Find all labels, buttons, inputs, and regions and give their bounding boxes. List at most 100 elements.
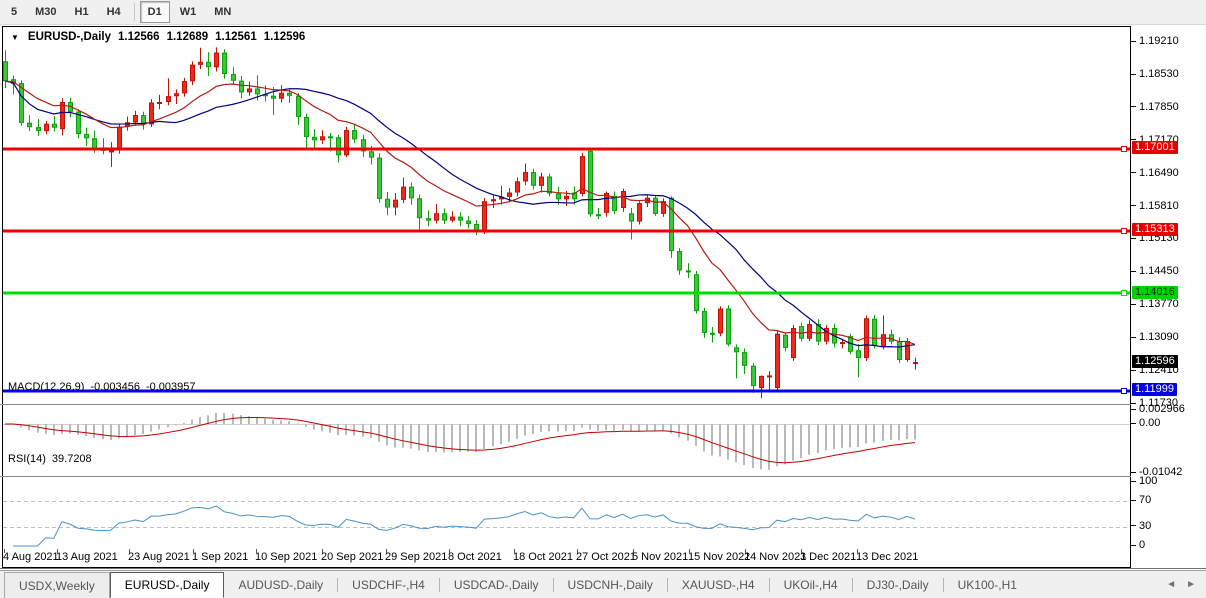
ohlc-close: 1.12596 <box>263 31 306 43</box>
chart-tab-usdchf--h4[interactable]: USDCHF-,H4 <box>352 577 425 592</box>
chart-menu-icon[interactable]: ▼ <box>11 32 19 42</box>
axis-tick-mark <box>1131 402 1136 404</box>
macd-tick-0.002966: 0.002966 <box>1131 403 1206 415</box>
rsi-pane-separator[interactable] <box>0 476 1206 477</box>
chart-tab-bar: USDX,Weekly EURUSD-,Daily AUDUSD-,Daily USD… <box>0 570 1206 598</box>
price-tag-1.15313: 1.15313 <box>1132 223 1178 237</box>
ohlc-high: 1.12689 <box>166 31 209 43</box>
axis-tick-mark <box>1131 303 1136 305</box>
tab-separator <box>851 577 853 592</box>
axis-tick-mark <box>1131 40 1136 42</box>
macd-indicator-label: MACD(12,26,9) -0.003456 -0.003957 <box>8 381 196 393</box>
tabs-scroll-right-icon[interactable]: ► <box>1186 579 1196 590</box>
chart-bottom-edge <box>0 568 1206 569</box>
price-tick-1.11730: 1.11730 <box>1131 397 1206 409</box>
axis-tick-mark <box>1131 106 1136 108</box>
chart-window: ▼ EURUSD-,Daily 1.12566 1.12689 1.12561 … <box>2 26 1131 568</box>
chart-tab-xauusd--h4[interactable]: XAUUSD-,H4 <box>681 577 755 592</box>
timeframe-button-mn[interactable]: MN <box>214 6 232 18</box>
date-tick-20-Sep-2021: 20 Sep 2021 <box>321 551 384 563</box>
tab-separator <box>337 577 339 592</box>
price-tick-1.13770: 1.13770 <box>1131 298 1206 310</box>
rsi-value: 39.7208 <box>51 453 92 465</box>
date-tick-27-Oct-2021: 27 Oct 2021 <box>576 551 636 563</box>
chart-tab-eurusd--daily[interactable]: EURUSD-,Daily <box>109 572 225 598</box>
axis-tick-mark <box>1131 270 1136 272</box>
timeframe-button-h4[interactable]: H4 <box>106 6 121 18</box>
price-chart-canvas[interactable] <box>3 27 1130 567</box>
axis-tick-mark <box>1131 525 1136 527</box>
macd-main-value: -0.003456 <box>90 381 140 393</box>
date-tick-23-Aug-2021: 23 Aug 2021 <box>128 551 190 563</box>
rsi-name: RSI(14) <box>8 453 46 465</box>
date-tick-8-Oct-2021: 8 Oct 2021 <box>448 551 502 563</box>
timeframe-button-d1[interactable]: D1 <box>139 1 170 23</box>
date-tick-10-Sep-2021: 10 Sep 2021 <box>255 551 318 563</box>
axis-tick-mark <box>1131 471 1136 473</box>
current-price-tag: 1.12596 <box>1132 354 1178 368</box>
timeframe-button-h1[interactable]: H1 <box>74 6 89 18</box>
date-tick-13-Dec-2021: 13 Dec 2021 <box>856 551 919 563</box>
timeframe-button-m30[interactable]: M30 <box>35 6 57 18</box>
rsi-tick-0: 0 <box>1131 539 1206 551</box>
tabs-scroll-left-icon[interactable]: ◄ <box>1166 579 1177 590</box>
rsi-tick-70: 70 <box>1131 494 1206 506</box>
date-tick-18-Oct-2021: 18 Oct 2021 <box>513 551 573 563</box>
date-tick-3-Dec-2021: 3 Dec 2021 <box>800 551 857 563</box>
chart-tab-usdcad--daily[interactable]: USDCAD-,Daily <box>453 577 539 592</box>
chart-tab-usdcnh--daily[interactable]: USDCNH-,Daily <box>567 577 653 592</box>
axis-tick-mark <box>1131 139 1136 141</box>
axis-tick-mark <box>1131 172 1136 174</box>
chart-tab-uk100--h1[interactable]: UK100-,H1 <box>957 577 1017 592</box>
tab-separator <box>666 577 668 592</box>
axis-tick-mark <box>1131 544 1136 546</box>
axis-tick-mark <box>1131 499 1136 501</box>
date-tick-29-Sep-2021: 29 Sep 2021 <box>385 551 448 563</box>
price-tick-1.14450: 1.14450 <box>1131 265 1206 277</box>
date-tick-13-Aug-2021: 13 Aug 2021 <box>56 551 118 563</box>
chart-title: ▼ EURUSD-,Daily 1.12566 1.12689 1.12561 … <box>11 31 305 43</box>
axis-tick-mark <box>1131 336 1136 338</box>
price-tick-1.16490: 1.16490 <box>1131 167 1206 179</box>
price-tick-1.15810: 1.15810 <box>1131 200 1206 212</box>
chart-tab-ukoil--h4[interactable]: UKOil-,H4 <box>783 577 838 592</box>
ohlc-open: 1.12566 <box>118 31 160 43</box>
date-tick-5-Nov-2021: 5 Nov 2021 <box>632 551 689 563</box>
chart-tab-audusd--daily[interactable]: AUDUSD-,Daily <box>238 577 324 592</box>
price-tag-1.17001: 1.17001 <box>1132 141 1178 155</box>
symbol-period-label: EURUSD-,Daily <box>27 31 111 43</box>
macd-tick-0.00: 0.00 <box>1131 417 1206 429</box>
date-tick-15-Nov-2021: 15 Nov 2021 <box>688 551 751 563</box>
price-tag-1.14016: 1.14016 <box>1132 285 1178 299</box>
macd-pane-separator[interactable] <box>0 404 1206 405</box>
price-tick-1.18530: 1.18530 <box>1131 68 1206 80</box>
tab-separator <box>552 577 554 592</box>
tab-separator <box>768 577 770 592</box>
price-tick-1.17850: 1.17850 <box>1131 101 1206 113</box>
chart-tab-usdx-weekly[interactable]: USDX,Weekly <box>4 572 110 598</box>
timeframe-button-5[interactable]: 5 <box>11 6 18 18</box>
timeframe-button-w1[interactable]: W1 <box>179 6 197 18</box>
date-tick-1-Sep-2021: 1 Sep 2021 <box>192 551 249 563</box>
price-axis[interactable]: 1.19210 1.18530 1.17850 1.17170 1.16490 1.158… <box>1131 26 1206 568</box>
ohlc-low: 1.12561 <box>215 31 257 43</box>
price-tick-1.19210: 1.19210 <box>1131 35 1206 47</box>
date-tick-4-Aug-2021: 4 Aug 2021 <box>3 551 59 563</box>
axis-tick-mark <box>1131 73 1136 75</box>
price-tick-1.13090: 1.13090 <box>1131 331 1206 343</box>
axis-tick-mark <box>1131 205 1136 207</box>
axis-tick-mark <box>1131 369 1136 371</box>
date-tick-24-Nov-2021: 24 Nov 2021 <box>744 551 807 563</box>
timeframe-toolbar: 5 M30 H1 H4 D1 W1 MN <box>0 0 1206 25</box>
macd-signal-value: -0.003957 <box>145 381 196 393</box>
macd-tick--0.01042: -0.01042 <box>1131 466 1206 478</box>
rsi-tick-30: 30 <box>1131 520 1206 532</box>
axis-tick-mark <box>1131 480 1136 482</box>
axis-tick-mark <box>1131 408 1136 410</box>
tab-separator <box>438 577 440 592</box>
chart-tab-dj30--daily[interactable]: DJ30-,Daily <box>866 577 929 592</box>
rsi-indicator-label: RSI(14) 39.7208 <box>8 453 92 465</box>
axis-tick-mark <box>1131 422 1136 424</box>
rsi-tick-100: 100 <box>1131 475 1206 487</box>
